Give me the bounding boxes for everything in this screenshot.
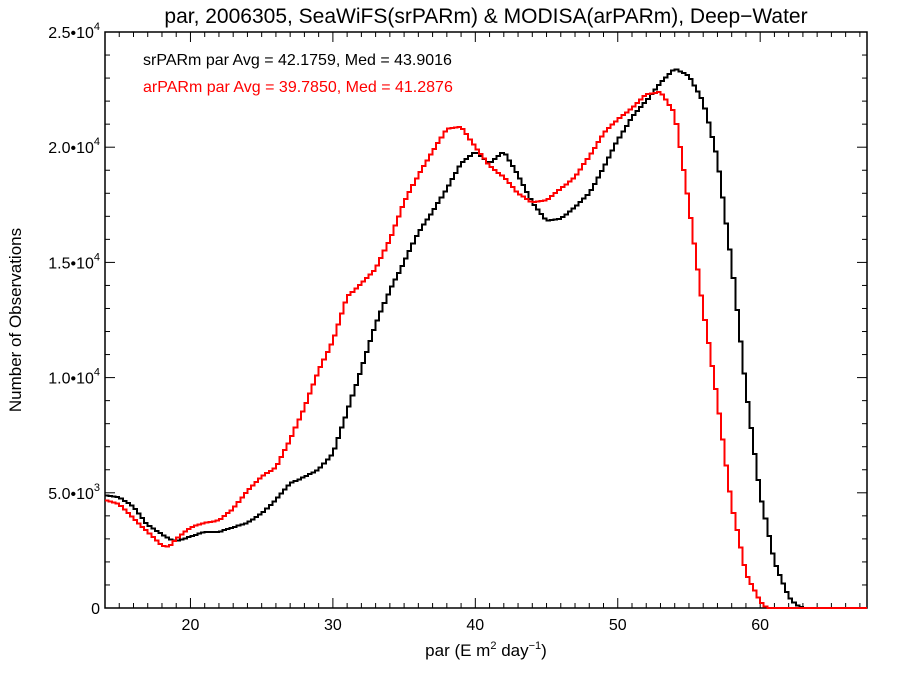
x-axis-ticks: 20 30 40 50 60 — [104, 32, 861, 634]
y-tick-mantissa: 5.0•10 — [48, 486, 94, 503]
y-tick-mantissa: 0 — [91, 601, 100, 618]
y-tick-mantissa: 2.5•10 — [48, 25, 94, 42]
y-tick-label: 5.0•103 — [48, 482, 100, 503]
series-line-arparm — [105, 91, 867, 609]
x-tick-label: 20 — [182, 617, 200, 634]
y-tick-mantissa: 1.5•10 — [48, 255, 94, 272]
y-tick-mantissa: 2.0•10 — [48, 140, 94, 157]
y-tick-exponent: 4 — [94, 21, 100, 33]
series-line-srparm — [105, 68, 867, 609]
y-tick-exponent: 3 — [94, 482, 100, 494]
y-tick-label: 0 — [91, 601, 100, 618]
y-tick-exponent: 4 — [94, 367, 100, 379]
x-tick-label: 50 — [609, 617, 627, 634]
x-tick-label: 60 — [751, 617, 769, 634]
y-tick-exponent: 4 — [94, 251, 100, 263]
y-tick-label: 2.5•104 — [48, 21, 100, 42]
x-tick-label: 40 — [466, 617, 484, 634]
plot-frame — [104, 31, 868, 609]
chart-title: par, 2006305, SeaWiFS(srPARm) & MODISA(a… — [164, 5, 807, 28]
y-tick-label: 2.0•104 — [48, 136, 100, 157]
y-tick-label: 1.0•104 — [48, 367, 100, 388]
legend-entry-arparm: arPARm par Avg = 39.7850, Med = 41.2876 — [143, 79, 453, 96]
y-axis-label: Number of Observations — [6, 228, 25, 412]
legend-entry-srparm: srPARm par Avg = 42.1759, Med = 43.9016 — [143, 52, 452, 69]
x-axis-label: par (E m2 day−1) — [425, 640, 547, 660]
x-tick-label: 30 — [324, 617, 342, 634]
y-tick-label: 1.5•104 — [48, 251, 100, 272]
series-layer — [105, 68, 867, 609]
y-tick-mantissa: 1.0•10 — [48, 371, 94, 388]
y-tick-exponent: 4 — [94, 136, 100, 148]
